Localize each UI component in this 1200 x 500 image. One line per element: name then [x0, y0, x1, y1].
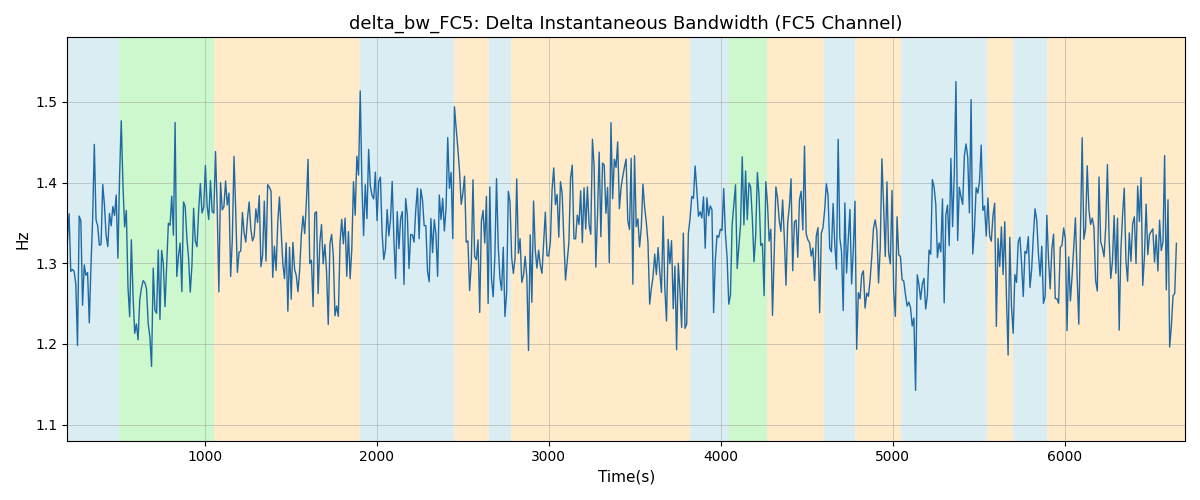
Bar — [730, 38, 767, 440]
Bar — [360, 38, 455, 440]
Bar — [824, 38, 854, 440]
Bar — [1013, 38, 1048, 440]
Bar — [690, 38, 730, 440]
Bar — [67, 38, 119, 440]
Bar — [455, 38, 488, 440]
Bar — [988, 38, 1013, 440]
Bar — [1048, 38, 1186, 440]
Title: delta_bw_FC5: Delta Instantaneous Bandwidth (FC5 Channel): delta_bw_FC5: Delta Instantaneous Bandwi… — [349, 15, 902, 34]
Bar — [488, 38, 511, 440]
Bar — [767, 38, 824, 440]
Bar — [854, 38, 901, 440]
Bar — [214, 38, 360, 440]
Bar — [119, 38, 214, 440]
Bar — [901, 38, 988, 440]
Bar — [511, 38, 690, 440]
Y-axis label: Hz: Hz — [16, 230, 30, 249]
X-axis label: Time(s): Time(s) — [598, 470, 655, 485]
